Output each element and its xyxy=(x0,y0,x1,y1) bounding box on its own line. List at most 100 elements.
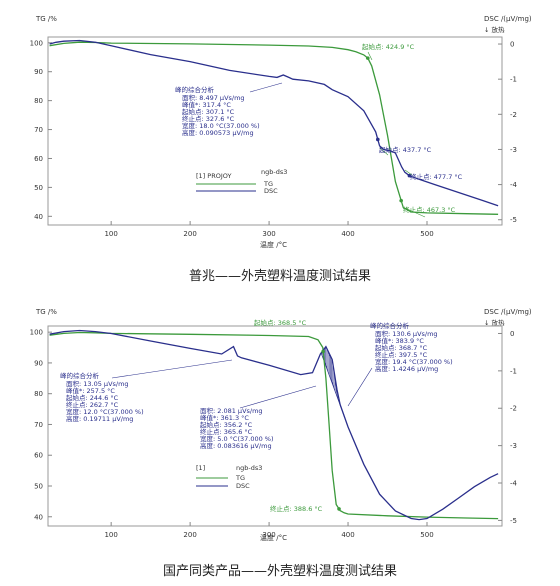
legend-item-tg: TG xyxy=(263,180,273,188)
right-axis-note: ↓ 放热 xyxy=(484,318,505,327)
x-tick-label: 100 xyxy=(104,230,117,238)
y-right-tick-label: -1 xyxy=(510,367,517,375)
y-right-tick-label: -5 xyxy=(510,517,517,525)
chart-1-caption: 普兆——外壳塑料温度测试结果 xyxy=(188,269,371,284)
x-axis-label: 温度 /°C xyxy=(260,240,287,249)
peak-box-line: 终止点: 327.6 °C xyxy=(182,114,235,123)
peak-box-line: 终止点: 262.7 °C xyxy=(66,400,119,409)
y-left-tick-label: 50 xyxy=(34,483,43,491)
legend: [1] ngb-ds3 TG DSC xyxy=(196,464,262,490)
plot-lines xyxy=(49,329,499,521)
peak-box-line: 面积: 130.6 μVs/mg xyxy=(375,329,438,338)
peak-box-line: 起始点: 244.6 °C xyxy=(66,393,119,402)
leader-line xyxy=(111,359,233,379)
plot-frame xyxy=(47,325,503,527)
leader-line xyxy=(404,169,413,176)
peak-box-line: 高度: 0.090573 μV/mg xyxy=(182,128,254,137)
y-right-tick-label: -5 xyxy=(510,216,517,224)
peak-box-line: 峰值*: 383.9 °C xyxy=(375,336,424,345)
x-axis-label: 温度 /°C xyxy=(260,533,287,542)
y-right-tick-label: -3 xyxy=(510,442,517,450)
leader-line xyxy=(249,82,283,93)
right-axis-label: DSC /(μV/mg) xyxy=(484,308,532,316)
annotation-tg-onset: 起始点: 368.5 °C xyxy=(254,318,307,327)
x-tick-label: 500 xyxy=(420,531,433,539)
y-left-tick-label: 80 xyxy=(34,390,43,398)
peak-box-title: 峰的综合分析 xyxy=(175,85,215,94)
y-right-tick-label: 0 xyxy=(510,41,514,49)
x-tick-label: 300 xyxy=(262,531,275,539)
peak-box-line: 起始点: 368.7 °C xyxy=(375,343,428,352)
peak-box-line: 峰值*: 361.3 °C xyxy=(200,413,249,422)
chart-2: TG /% DSC /(μV/mg) ↓ 放热 100 200 300 400 5004… xyxy=(30,308,532,542)
annotation-marker xyxy=(321,349,325,354)
x-tick-label: 500 xyxy=(420,230,433,238)
series-dsc-line xyxy=(49,329,499,521)
annotation-tg-end: 终止点: 388.6 °C xyxy=(270,504,323,513)
peak-analysis-box-2: 面积: 2.081 μVs/mg 峰值*: 361.3 °C 起始点: 356.… xyxy=(200,406,274,450)
peak-box-title: 峰的综合分析 xyxy=(370,321,410,330)
peak-box-line: 面积: 8.497 μVs/mg xyxy=(182,93,245,102)
y-left-tick-label: 70 xyxy=(34,126,43,134)
legend-item-dsc: DSC xyxy=(264,187,278,195)
legend-item-tg: TG xyxy=(235,474,245,482)
peak-box-line: 终止点: 365.6 °C xyxy=(200,427,253,436)
ticks: 100 200 300 400 500 40 50 60 70 80 90 100 0 -1 -2 -3 -4 -… xyxy=(30,39,518,238)
annotation-dsc-end: 终止点: 477.7 °C xyxy=(410,172,463,181)
y-right-tick-label: -4 xyxy=(510,181,518,189)
legend: [1] PROJOY ngb-ds3 TG DSC xyxy=(196,168,287,195)
peak-analysis-box: 峰的综合分析 面积: 8.497 μVs/mg 峰值*: 317.4 °C 起始… xyxy=(175,85,260,137)
y-left-tick-label: 40 xyxy=(34,513,43,521)
annotation-marker xyxy=(365,56,370,60)
legend-item-dsc: DSC xyxy=(236,482,250,490)
peak-box-line: 峰值*: 257.5 °C xyxy=(66,386,115,395)
y-left-tick-label: 80 xyxy=(34,97,43,105)
legend-header-left: [1] xyxy=(196,464,205,472)
peak-box-line: 宽度: 12.0 °C(37.000 %) xyxy=(66,407,144,416)
y-right-tick-label: -4 xyxy=(510,480,518,488)
annotation-dsc-onset: 起始点: 437.7 °C xyxy=(379,145,432,154)
plot-frame xyxy=(47,36,503,226)
peak-box-line: 高度: 0.19711 μV/mg xyxy=(66,414,133,423)
annotation-marker xyxy=(407,173,412,178)
legend-header-right: ngb-ds3 xyxy=(261,168,287,176)
legend-header-left: [1] PROJOY xyxy=(196,172,232,180)
y-left-tick-label: 90 xyxy=(34,68,43,76)
annotation-tg-end: 终止点: 467.3 °C xyxy=(403,205,456,214)
y-left-tick-label: 60 xyxy=(34,452,43,460)
series-dsc-line xyxy=(49,39,499,207)
x-tick-label: 400 xyxy=(341,531,354,539)
peak-analysis-box-3: 峰的综合分析 面积: 130.6 μVs/mg 峰值*: 383.9 °C 起始… xyxy=(370,321,453,373)
annotation-marks xyxy=(249,51,426,218)
y-right-tick-label: -3 xyxy=(510,146,517,154)
annotation-marker xyxy=(337,507,341,511)
series-tg-line xyxy=(49,331,499,520)
y-left-tick-label: 90 xyxy=(34,359,43,367)
peak-box-line: 峰值*: 317.4 °C xyxy=(182,100,231,109)
y-left-tick-label: 100 xyxy=(30,329,43,337)
right-axis-label: DSC /(μV/mg) xyxy=(484,15,532,23)
y-left-tick-label: 50 xyxy=(34,184,43,192)
annotation-marker xyxy=(399,198,403,203)
right-axis-note: ↓ 放热 xyxy=(484,25,505,34)
legend-header-right: ngb-ds3 xyxy=(236,464,262,472)
y-right-tick-label: -1 xyxy=(510,76,517,84)
left-axis-label: TG /% xyxy=(35,308,57,316)
leader-line xyxy=(379,147,389,156)
peak-box-line: 高度: 1.4246 μV/mg xyxy=(375,364,438,373)
peak-box-line: 面积: 2.081 μVs/mg xyxy=(200,406,263,415)
peak-box-line: 起始点: 356.2 °C xyxy=(200,420,253,429)
left-axis-label: TG /% xyxy=(35,15,57,23)
peak-box-line: 起始点: 307.1 °C xyxy=(182,107,235,116)
peak-box-line: 面积: 13.05 μVs/mg xyxy=(66,379,129,388)
peak-box-line: 高度: 0.083616 μV/mg xyxy=(200,441,272,450)
peak-box-title: 峰的综合分析 xyxy=(60,371,100,380)
y-right-tick-label: -2 xyxy=(510,111,517,119)
y-right-tick-label: 0 xyxy=(510,330,514,338)
chart-2-caption: 国产同类产品——外壳塑料温度测试结果 xyxy=(162,564,397,579)
y-left-tick-label: 100 xyxy=(30,39,43,47)
annotation-tg-onset: 起始点: 424.9 °C xyxy=(362,42,415,51)
annotation-marker xyxy=(376,137,380,142)
y-right-tick-label: -2 xyxy=(510,405,517,413)
y-left-tick-label: 60 xyxy=(34,155,43,163)
